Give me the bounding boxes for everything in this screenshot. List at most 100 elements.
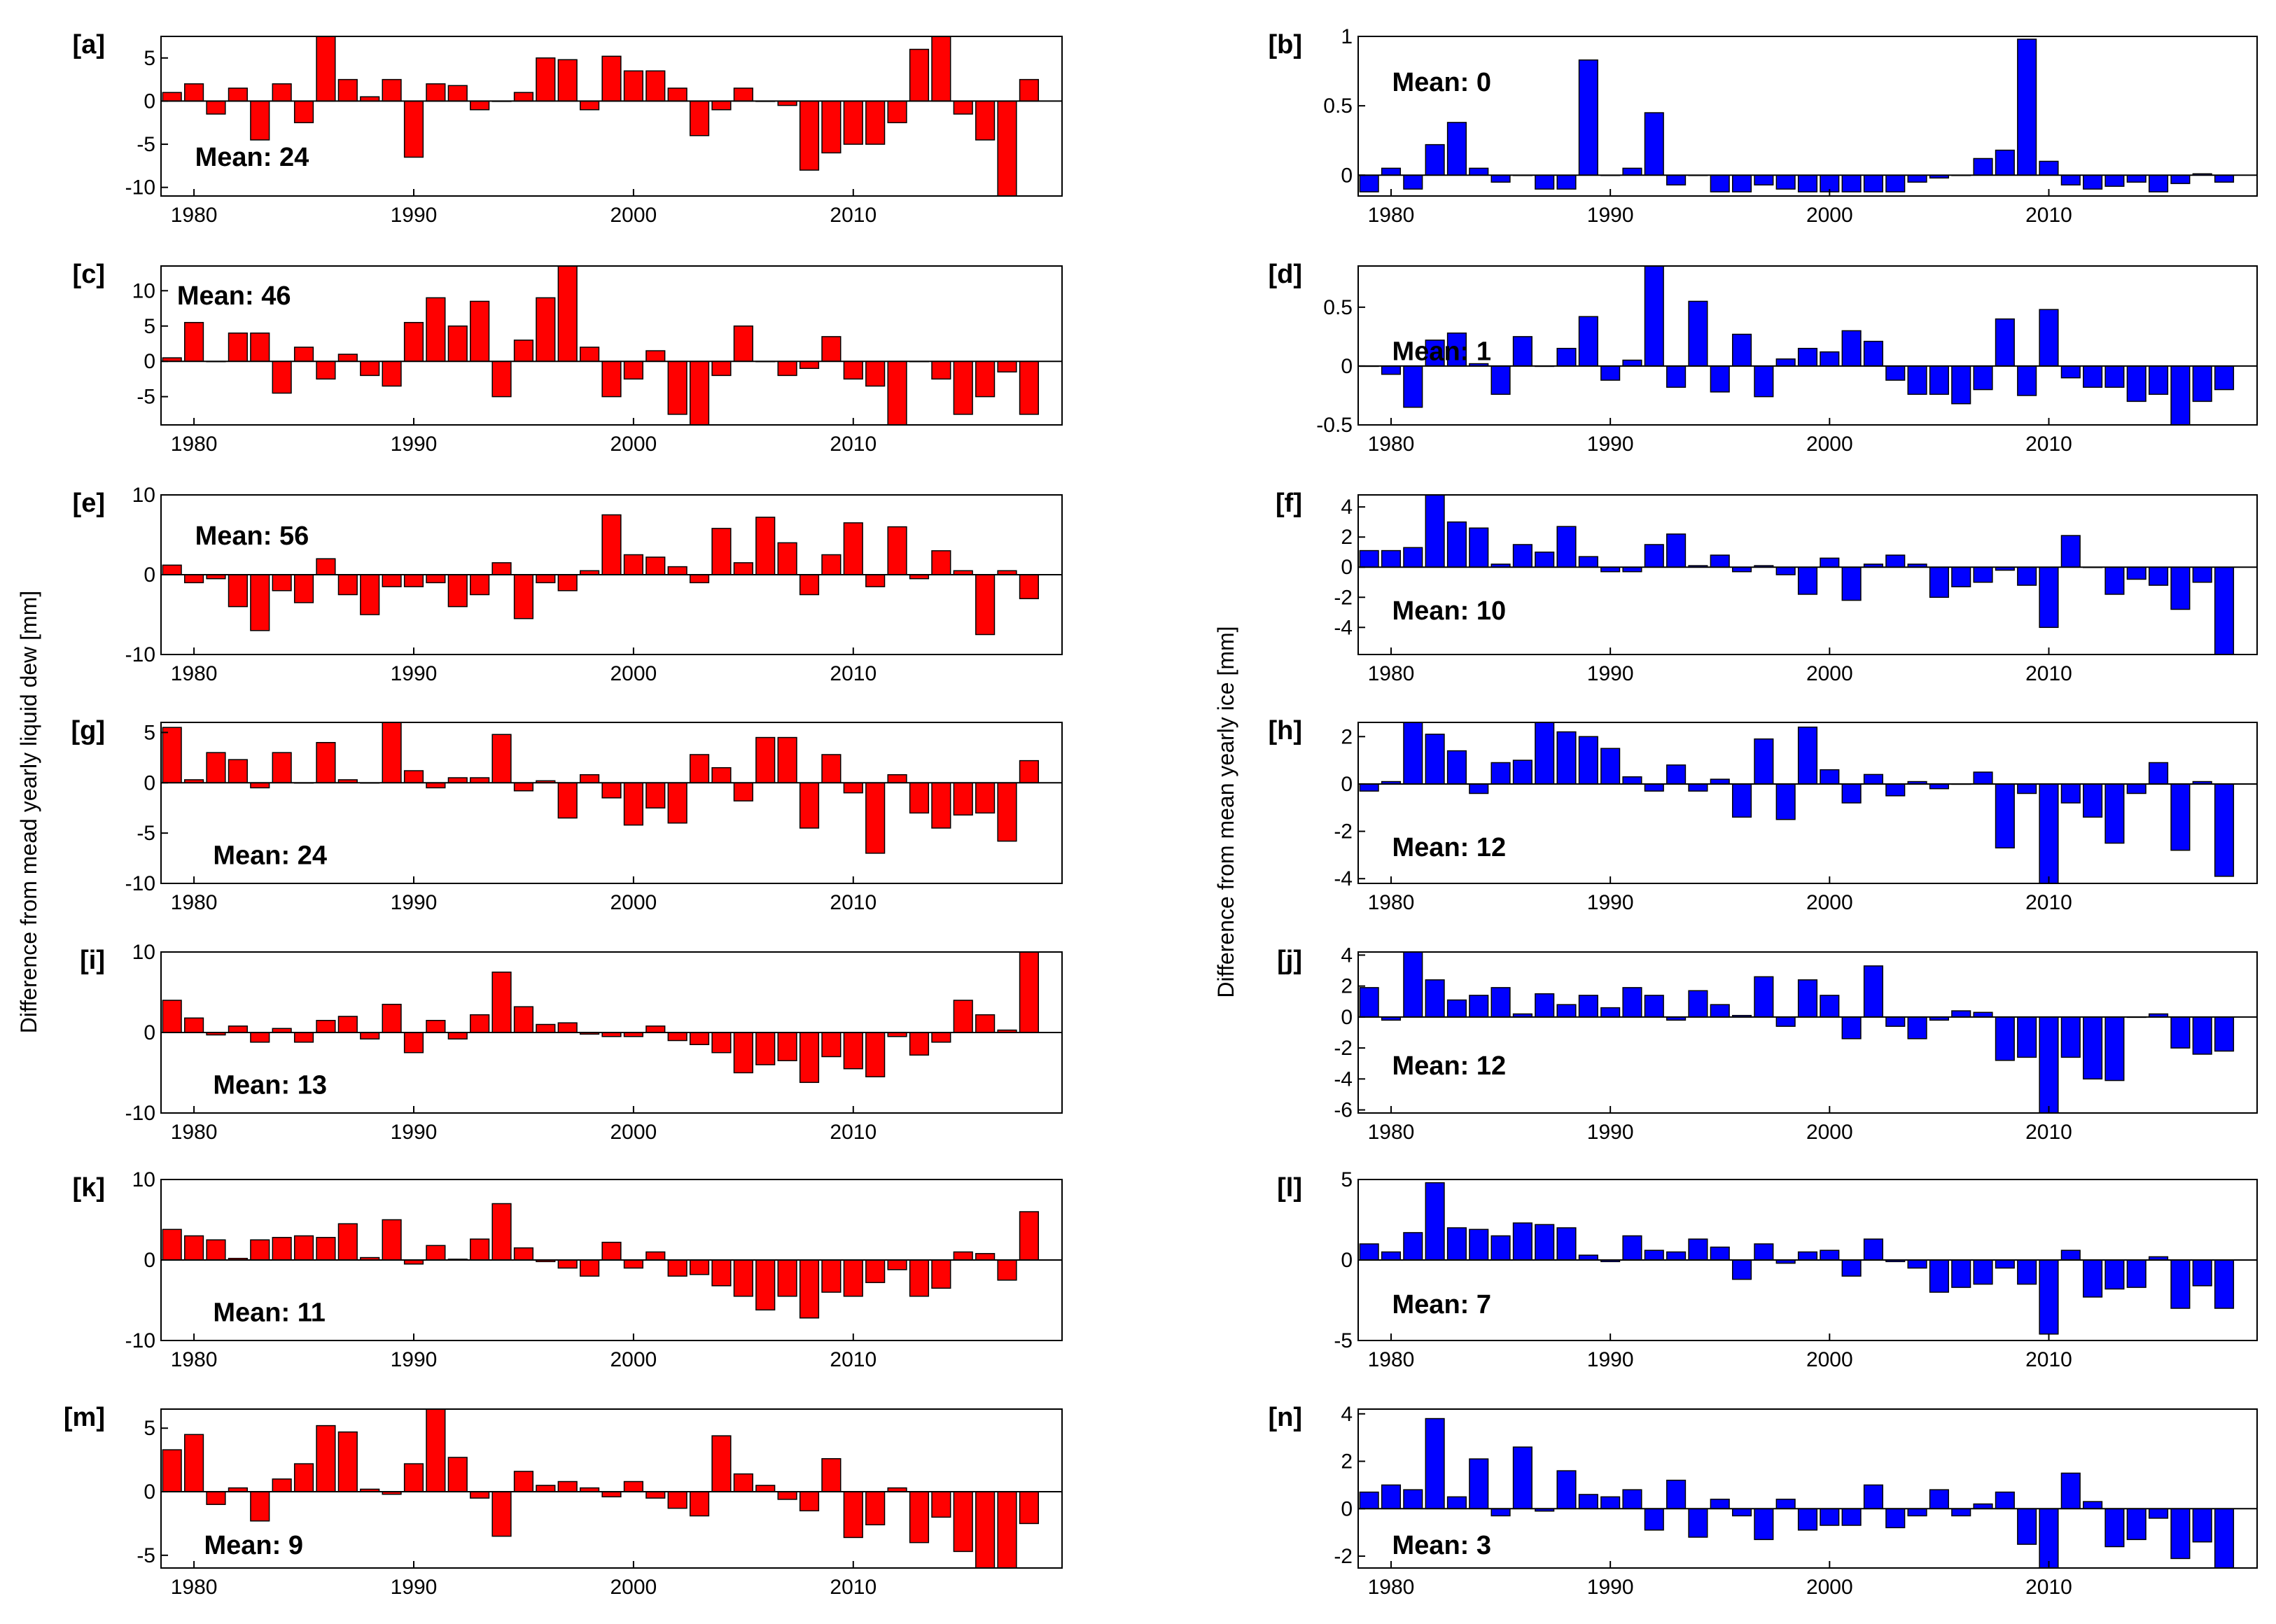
bar-n-1994 — [1688, 1508, 1708, 1538]
bar-l-2016 — [2170, 1259, 2191, 1309]
bar-f-1989 — [1578, 556, 1598, 568]
xtick-label-l: 1990 — [1587, 1348, 1634, 1371]
bar-m-2005 — [733, 1473, 753, 1492]
ytick-label-d: 0 — [1341, 355, 1353, 378]
bar-a-2009 — [821, 100, 842, 154]
bar-f-1987 — [1535, 551, 1555, 568]
bar-j-1979 — [1359, 987, 1379, 1018]
bar-h-1979 — [1359, 783, 1379, 792]
bar-b-2013 — [2104, 174, 2125, 187]
bar-c-2017 — [997, 360, 1017, 373]
bar-k-1997 — [557, 1259, 578, 1269]
xtick-label-g: 2000 — [610, 891, 657, 914]
bar-a-1979 — [162, 92, 182, 102]
bar-c-2003 — [689, 360, 710, 426]
bar-k-1995 — [513, 1247, 534, 1261]
bar-n-1991 — [1622, 1489, 1642, 1510]
bar-b-1996 — [1731, 174, 1752, 192]
bar-a-2014 — [931, 36, 951, 102]
bar-l-1988 — [1556, 1227, 1577, 1261]
bar-a-1987 — [337, 78, 358, 102]
bar-i-1993 — [470, 1014, 490, 1033]
bar-n-1980 — [1381, 1484, 1402, 1510]
bar-l-2004 — [1907, 1259, 1927, 1269]
panel-label-i: [i] — [80, 946, 105, 975]
bar-d-1980 — [1381, 365, 1402, 375]
xtick-label-f: 2000 — [1806, 662, 1853, 685]
bar-d-1998 — [1775, 358, 1796, 367]
bar-d-1997 — [1754, 365, 1774, 398]
bar-i-2013 — [909, 1032, 930, 1056]
bar-d-2008 — [1995, 318, 2015, 367]
bar-l-1991 — [1622, 1235, 1642, 1261]
bar-c-1988 — [360, 360, 380, 377]
bar-e-2016 — [975, 574, 996, 636]
bar-a-2004 — [711, 100, 732, 111]
bar-b-2010 — [2039, 160, 2059, 176]
bar-j-2013 — [2104, 1016, 2125, 1082]
bar-f-2009 — [2017, 566, 2037, 586]
bar-m-1986 — [316, 1424, 336, 1492]
bar-k-1984 — [272, 1237, 292, 1261]
bar-e-2014 — [931, 550, 951, 575]
bar-i-2011 — [865, 1032, 886, 1077]
bar-m-2014 — [931, 1491, 951, 1518]
bar-d-2006 — [1951, 365, 1971, 405]
panel-f: 4 2 0 -2 -4 1980 1990 2000 2010 [f] Mean: 10 — [1276, 489, 2258, 685]
bar-j-1989 — [1578, 995, 1598, 1018]
bar-m-1990 — [403, 1463, 424, 1492]
bar-h-1990 — [1600, 748, 1621, 785]
bar-n-1998 — [1775, 1499, 1796, 1510]
axes-frame-n — [1357, 1408, 2258, 1569]
bar-m-1993 — [470, 1491, 490, 1499]
ytick-label-e: 0 — [144, 564, 155, 587]
bar-e-2000 — [623, 554, 643, 575]
ytick-label-f: 0 — [1341, 556, 1353, 579]
bar-c-1992 — [447, 326, 468, 362]
bar-f-2017 — [2192, 566, 2212, 583]
bar-d-2002 — [1863, 340, 1884, 367]
bar-n-2015 — [2149, 1508, 2169, 1519]
bar-j-1985 — [1490, 987, 1511, 1018]
axes-frame-g — [160, 722, 1063, 884]
bar-m-2000 — [623, 1480, 643, 1492]
bar-b-2018 — [2214, 174, 2235, 183]
bar-n-1992 — [1644, 1508, 1664, 1531]
bar-l-1993 — [1666, 1251, 1687, 1261]
bar-b-2004 — [1907, 174, 1927, 183]
bar-h-1984 — [1469, 783, 1489, 794]
ytick-label-g: -10 — [125, 872, 155, 895]
bar-d-1989 — [1578, 316, 1598, 367]
bar-k-1987 — [337, 1223, 358, 1261]
bar-l-2002 — [1863, 1238, 1884, 1261]
bar-n-1986 — [1512, 1446, 1533, 1510]
xtick-label-h: 1980 — [1368, 891, 1415, 914]
bar-g-2004 — [711, 766, 732, 783]
bar-n-2010 — [2039, 1508, 2059, 1569]
bar-a-1989 — [382, 78, 402, 102]
bar-m-2013 — [909, 1491, 930, 1544]
bar-b-2001 — [1841, 174, 1862, 192]
xtick-label-g: 1990 — [391, 891, 438, 914]
bar-j-2011 — [2060, 1016, 2081, 1058]
bar-f-1981 — [1403, 547, 1423, 568]
bar-g-1994 — [491, 734, 512, 783]
bar-m-1997 — [557, 1480, 578, 1492]
bar-d-2001 — [1841, 330, 1862, 367]
mean-label-k: Mean: 11 — [213, 1298, 326, 1328]
bar-l-1979 — [1359, 1243, 1379, 1261]
bar-l-2008 — [1995, 1259, 2015, 1269]
bar-f-2018 — [2214, 566, 2235, 655]
bar-j-2018 — [2214, 1016, 2235, 1052]
panel-label-f: [f] — [1276, 489, 1302, 518]
mean-label-d: Mean: 1 — [1392, 337, 1491, 366]
ytick-label-n: 2 — [1341, 1450, 1353, 1474]
bar-n-2004 — [1907, 1508, 1927, 1517]
bar-j-1982 — [1425, 979, 1445, 1018]
bar-a-1991 — [426, 83, 446, 102]
bar-b-1997 — [1754, 174, 1774, 186]
bar-d-1988 — [1556, 347, 1577, 367]
bar-j-1983 — [1446, 999, 1467, 1018]
xtick-label-i: 2000 — [610, 1121, 657, 1144]
bar-i-1996 — [536, 1023, 556, 1033]
